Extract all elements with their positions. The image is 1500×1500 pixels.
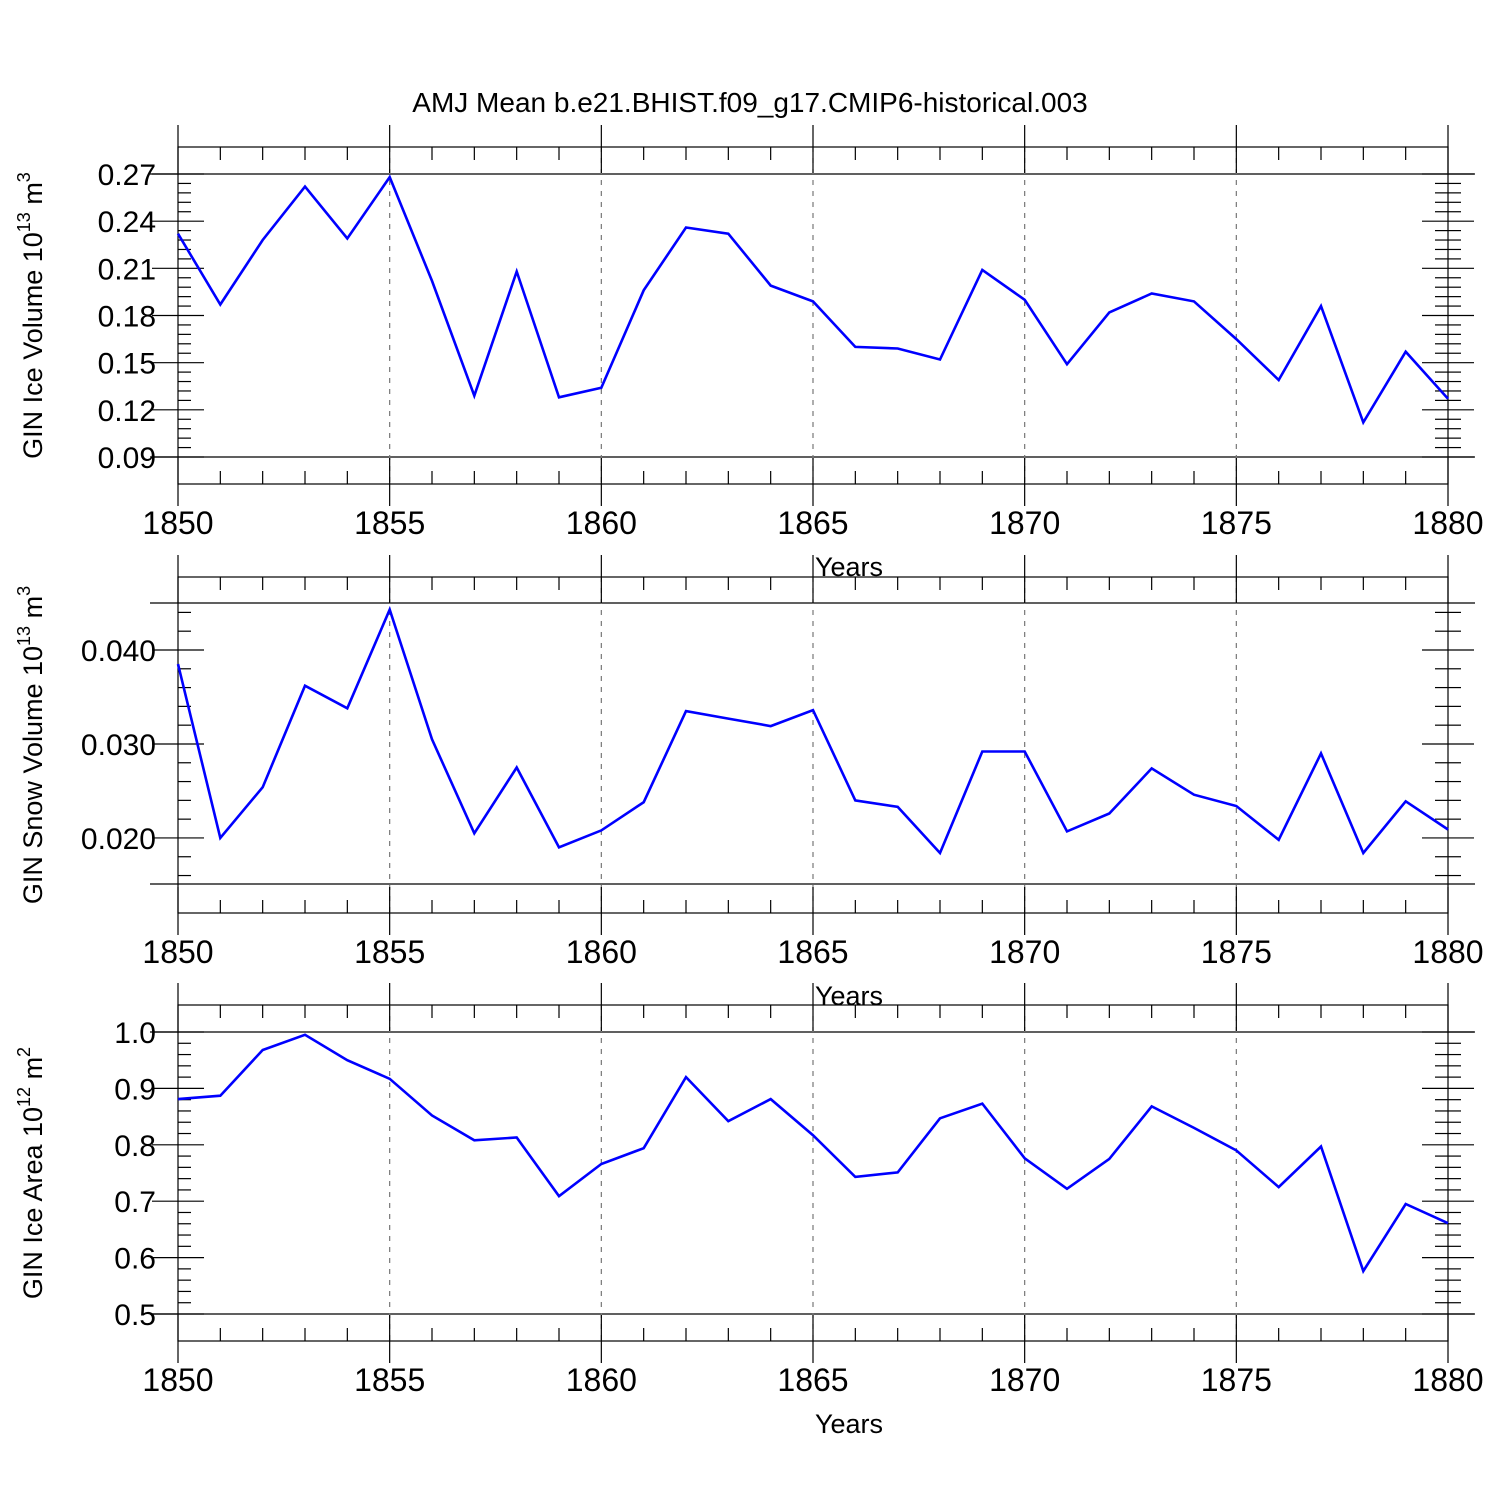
- x-tick-label: 1880: [1412, 1362, 1483, 1398]
- y-axis-title-superscript: 13: [14, 626, 34, 646]
- y-axis-title-part: GIN Ice Area 10: [18, 1107, 48, 1299]
- y-tick-label: 0.21: [98, 253, 156, 286]
- panel-3: 1850 1855 1860 1865 1870 1875 1880 Years 0.5 0.6 0…: [14, 983, 1484, 1439]
- x-tick-label: 1855: [354, 505, 425, 541]
- y-axis-title-superscript: 2: [14, 1047, 34, 1057]
- y-tick-label: 0.5: [114, 1299, 156, 1332]
- x-tick-label: 1860: [566, 1362, 637, 1398]
- y-axis-title-superscript: 3: [14, 172, 34, 182]
- y-tick-label: 0.12: [98, 395, 156, 428]
- y-axis-title: GIN Ice Area 1012 m2: [14, 1047, 48, 1299]
- y-tick-label: 0.7: [114, 1186, 156, 1219]
- x-tick-label: 1850: [142, 505, 213, 541]
- y-tick-label: 0.24: [98, 206, 156, 239]
- x-tick-label: 1875: [1201, 505, 1272, 541]
- y-tick-label: 0.15: [98, 348, 156, 381]
- x-tick-label: 1880: [1412, 505, 1483, 541]
- x-tick-label: 1870: [989, 934, 1060, 970]
- y-tick-label: 0.030: [81, 729, 156, 762]
- y-tick-label: 1.0: [114, 1017, 156, 1050]
- x-tick-label: 1875: [1201, 934, 1272, 970]
- y-axis-title-part: GIN Ice Volume 10: [18, 232, 48, 459]
- figure-title: AMJ Mean b.e21.BHIST.f09_g17.CMIP6-histo…: [412, 87, 1087, 118]
- y-tick-label: 0.09: [98, 442, 156, 475]
- y-tick-label: 0.8: [114, 1130, 156, 1163]
- y-axis-title-part: m: [18, 596, 48, 626]
- x-tick-label: 1865: [777, 934, 848, 970]
- y-axis-title-part: m: [18, 1057, 48, 1087]
- x-tick-label: 1850: [142, 934, 213, 970]
- panel-2: 1850 1855 1860 1865 1870 1875 1880 Years 0.020 0.…: [14, 555, 1484, 1011]
- y-tick-label: 0.6: [114, 1243, 156, 1276]
- x-tick-label: 1850: [142, 1362, 213, 1398]
- y-tick-label: 0.18: [98, 301, 156, 334]
- panel-1: 1850 1855 1860 1865 1870 1875 1880Years0.090.1…: [14, 125, 1484, 582]
- x-tick-label: 1860: [566, 505, 637, 541]
- y-axis-title: GIN Ice Volume 1013 m3: [14, 172, 48, 459]
- y-tick-label: 0.020: [81, 823, 156, 856]
- x-tick-label: 1855: [354, 934, 425, 970]
- y-axis-title: GIN Snow Volume 1013 m3: [14, 586, 48, 904]
- x-tick-label: 1870: [989, 1362, 1060, 1398]
- y-axis-title-part: m: [18, 182, 48, 212]
- x-axis-title: Years: [815, 1409, 883, 1439]
- x-tick-label: 1880: [1412, 934, 1483, 970]
- y-axis-title-superscript: 3: [14, 586, 34, 596]
- x-tick-label: 1870: [989, 505, 1060, 541]
- x-tick-label: 1855: [354, 1362, 425, 1398]
- y-axis-title-superscript: 13: [14, 212, 34, 232]
- y-axis-title-part: GIN Snow Volume 10: [18, 646, 48, 904]
- y-tick-label: 0.9: [114, 1073, 156, 1106]
- y-axis-title-superscript: 12: [14, 1087, 34, 1107]
- x-tick-label: 1865: [777, 505, 848, 541]
- x-tick-label: 1865: [777, 1362, 848, 1398]
- x-tick-label: 1875: [1201, 1362, 1272, 1398]
- x-tick-label: 1860: [566, 934, 637, 970]
- y-tick-label: 0.040: [81, 635, 156, 668]
- x-axis-title: Years: [815, 981, 883, 1011]
- y-tick-label: 0.27: [98, 159, 156, 192]
